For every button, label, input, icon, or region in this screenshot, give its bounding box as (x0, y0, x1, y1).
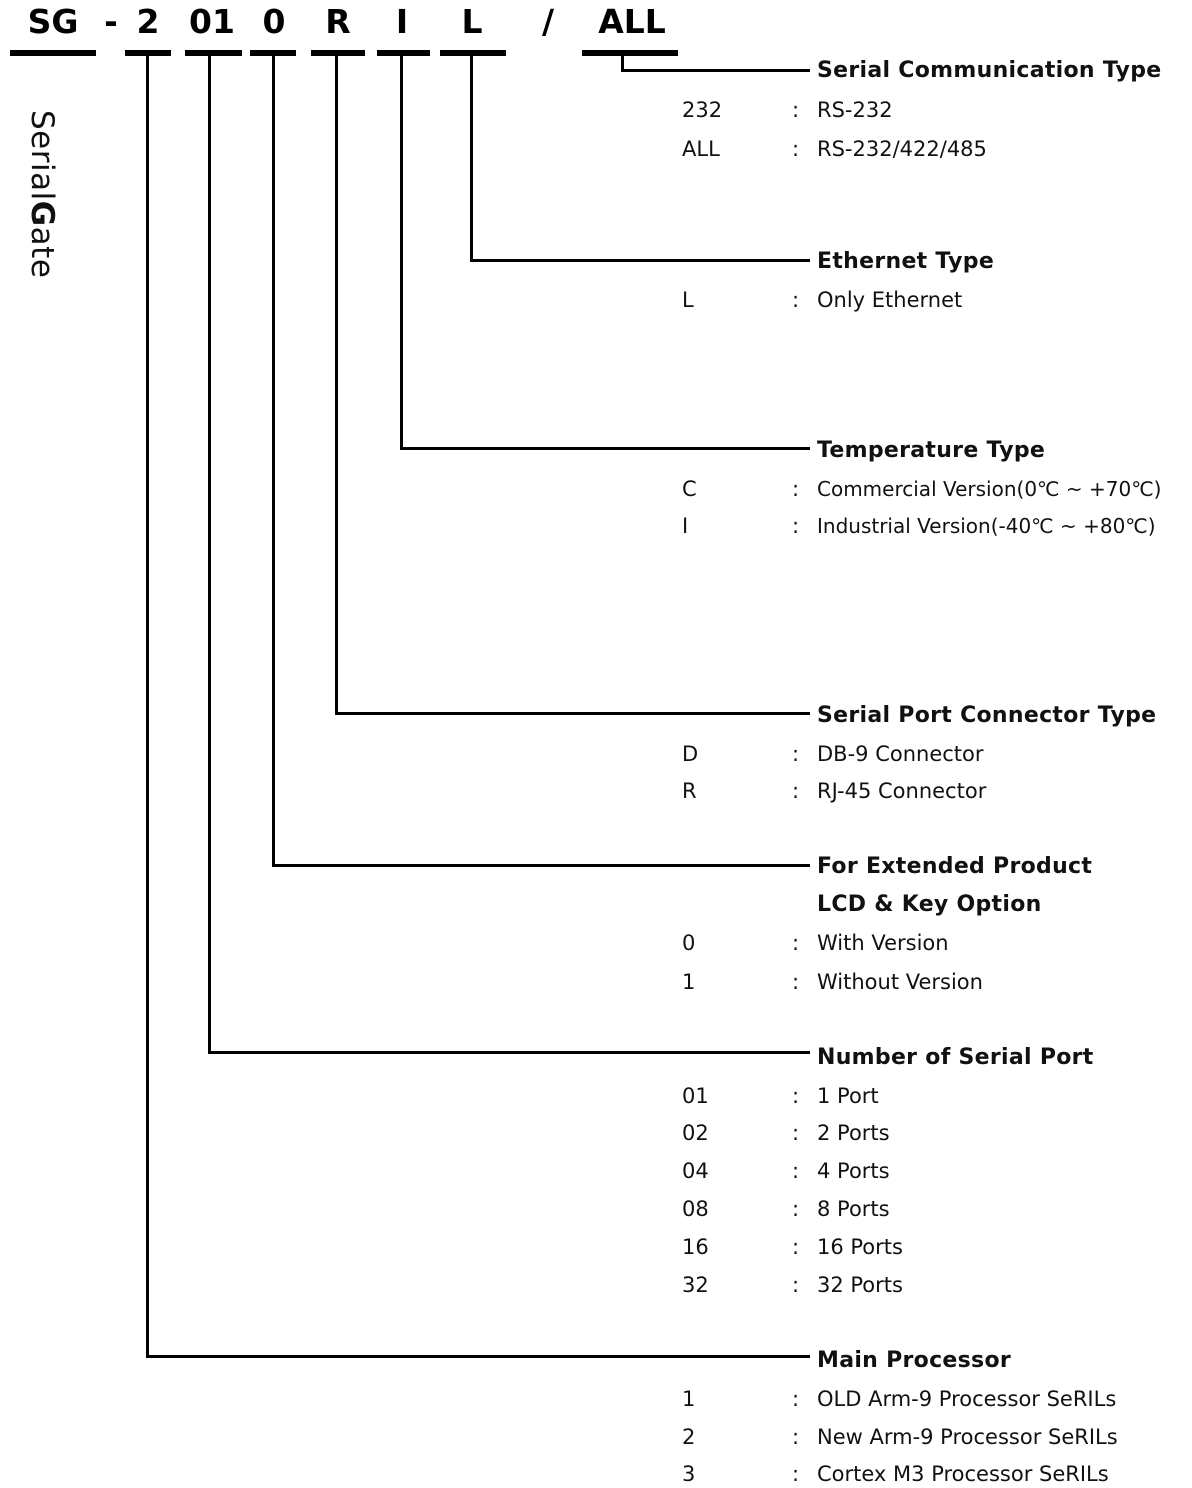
brand-prefix: Serial (24, 110, 60, 201)
brand-suffix: ate (24, 226, 60, 279)
option-description: 1 Port (817, 1084, 879, 1108)
option-description: OLD Arm-9 Processor SeRILs (817, 1387, 1117, 1411)
option-code: 02 (682, 1121, 709, 1145)
section-title: Serial Port Connector Type (817, 703, 1157, 728)
option-code: C (682, 477, 697, 501)
option-separator: : (792, 931, 800, 955)
option-description: Only Ethernet (817, 288, 963, 312)
connector-temperature-vertical (400, 56, 403, 450)
option-description: 2 Ports (817, 1121, 890, 1145)
option-code: 232 (682, 98, 723, 122)
connector-temperature-horizontal (400, 447, 810, 450)
option-separator: : (792, 98, 800, 122)
option-separator: : (792, 1084, 800, 1108)
option-separator: : (792, 477, 800, 501)
option-code: L (682, 288, 694, 312)
connector-processor-horizontal (146, 1355, 810, 1358)
brand-initial: G (24, 200, 60, 227)
option-separator: : (792, 1121, 800, 1145)
underline-ethernet (440, 50, 506, 56)
option-separator: : (792, 514, 800, 538)
section-title: For Extended Product (817, 854, 1093, 879)
code-segment-lcd: 0 (262, 2, 286, 41)
option-description: New Arm-9 Processor SeRILs (817, 1425, 1118, 1449)
option-code: 2 (682, 1425, 696, 1449)
code-segment-connector: R (325, 2, 351, 41)
option-description: RS-232/422/485 (817, 137, 987, 161)
option-description: RS-232 (817, 98, 893, 122)
connector-processor-vertical (146, 56, 149, 1358)
option-code: 1 (682, 1387, 696, 1411)
underline-connector (311, 50, 365, 56)
connector-ethernet-vertical (470, 56, 473, 262)
option-code: ALL (682, 137, 720, 161)
option-code: 1 (682, 970, 696, 994)
option-separator: : (792, 137, 800, 161)
option-separator: : (792, 1235, 800, 1259)
option-code: 32 (682, 1273, 709, 1297)
option-separator: : (792, 1462, 800, 1486)
option-description: 4 Ports (817, 1159, 890, 1183)
option-separator: : (792, 779, 800, 803)
section-title: Main Processor (817, 1348, 1012, 1373)
option-code: 08 (682, 1197, 709, 1221)
connector-ports-horizontal (208, 1051, 810, 1054)
option-separator: : (792, 1197, 800, 1221)
option-code: R (682, 779, 697, 803)
code-separator-dash: - (104, 2, 118, 41)
connector-port-connector-vertical (335, 56, 338, 714)
connector-serial-type-horizontal (621, 69, 810, 72)
underline-processor (125, 50, 171, 56)
option-description: Commercial Version(0℃ ~ +70℃) (817, 477, 1162, 501)
option-code: D (682, 742, 699, 766)
option-description: 8 Ports (817, 1197, 890, 1221)
connector-lcd-vertical (272, 56, 275, 867)
section-subtitle: LCD & Key Option (817, 892, 1042, 917)
option-description: 16 Ports (817, 1235, 903, 1259)
code-segment-temperature: I (395, 2, 409, 41)
connector-ports-vertical (208, 56, 211, 1054)
section-title: Temperature Type (817, 438, 1046, 463)
option-description: RJ-45 Connector (817, 779, 987, 803)
option-separator: : (792, 1159, 800, 1183)
underline-ports (185, 50, 242, 56)
option-code: 01 (682, 1084, 709, 1108)
option-code: 04 (682, 1159, 709, 1183)
underline-temperature (377, 50, 430, 56)
option-code: 0 (682, 931, 696, 955)
code-segment-ports: 01 (189, 2, 235, 41)
option-code: 3 (682, 1462, 696, 1486)
connector-serial-type-vertical (621, 56, 624, 71)
option-separator: : (792, 288, 800, 312)
connector-ethernet-horizontal (470, 259, 810, 262)
option-separator: : (792, 970, 800, 994)
option-separator: : (792, 742, 800, 766)
underline-lcd (250, 50, 296, 56)
section-title: Ethernet Type (817, 249, 995, 274)
connector-lcd-horizontal (272, 864, 810, 867)
option-description: Without Version (817, 970, 983, 994)
code-segment-serial-type: ALL (598, 2, 666, 41)
option-description: DB-9 Connector (817, 742, 984, 766)
underline-sg (10, 50, 96, 56)
option-description: Industrial Version(-40℃ ~ +80℃) (817, 514, 1156, 538)
code-segment-processor: 2 (136, 2, 160, 41)
option-separator: : (792, 1387, 800, 1411)
option-description: 32 Ports (817, 1273, 903, 1297)
option-separator: : (792, 1425, 800, 1449)
underline-serial-type (582, 50, 678, 56)
code-separator-slash: / (541, 2, 555, 41)
option-separator: : (792, 1273, 800, 1297)
section-title: Number of Serial Port (817, 1045, 1094, 1070)
code-segment-ethernet: L (461, 2, 483, 41)
option-code: I (682, 514, 689, 538)
option-description: With Version (817, 931, 949, 955)
connector-port-connector-horizontal (335, 712, 810, 715)
option-description: Cortex M3 Processor SeRILs (817, 1462, 1109, 1486)
code-segment-sg: SG (27, 2, 79, 41)
brand-label: SerialGate (22, 110, 62, 310)
option-code: 16 (682, 1235, 709, 1259)
section-title: Serial Communication Type (817, 58, 1162, 83)
